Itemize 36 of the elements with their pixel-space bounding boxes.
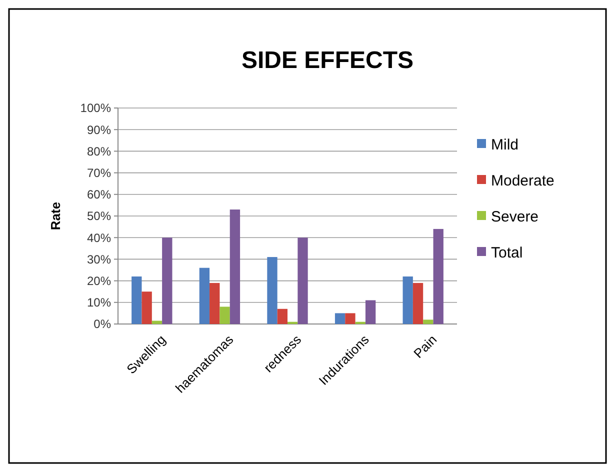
bar — [402, 276, 413, 324]
bar — [334, 313, 346, 324]
y-tick-label: 10% — [86, 296, 112, 310]
legend-label: Mild — [491, 136, 519, 154]
y-tick-label: 90% — [86, 122, 112, 137]
bar — [142, 292, 152, 324]
legend-label: Moderate — [491, 172, 554, 190]
y-tick-label: 80% — [86, 144, 112, 158]
legend-label: Severe — [491, 208, 539, 226]
y-tick-label: 70% — [86, 166, 112, 180]
bar — [132, 276, 142, 324]
bar — [220, 306, 230, 324]
y-tick-label: 30% — [86, 252, 112, 266]
y-tick-label: 100% — [80, 101, 112, 116]
bar — [162, 238, 172, 324]
bar — [345, 313, 356, 324]
bar — [230, 210, 240, 324]
y-tick-label: 50% — [86, 209, 112, 224]
y-tick-label: 40% — [86, 230, 112, 245]
bar — [199, 268, 210, 324]
y-tick-label: 20% — [86, 274, 112, 288]
bar — [365, 300, 376, 324]
bar — [423, 320, 434, 324]
bar — [267, 257, 278, 324]
bar — [210, 282, 220, 324]
bar — [433, 228, 444, 324]
y-tick-label: 60% — [86, 188, 112, 202]
bar — [277, 308, 288, 324]
bar — [412, 282, 424, 324]
bar — [298, 238, 308, 324]
y-axis-title: Rate — [48, 202, 63, 230]
chart-title: SIDE EFFECTS — [241, 47, 414, 74]
legend-label: Total — [491, 244, 523, 262]
x-tick-label: Pain — [410, 332, 440, 361]
y-tick-label: 0% — [94, 317, 112, 332]
bar — [152, 320, 162, 324]
